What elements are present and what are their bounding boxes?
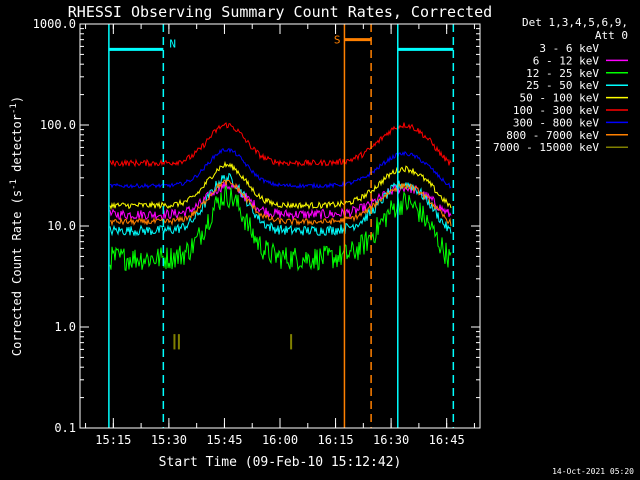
y-tick-label: 1000.0	[33, 17, 76, 31]
timestamp: 14-Oct-2021 05:20	[552, 467, 634, 476]
legend-label: 300 - 800 keV	[513, 116, 599, 129]
y-tick-label: 1.0	[54, 320, 76, 334]
legend-label: 25 - 50 keV	[526, 79, 599, 92]
series-line	[109, 179, 452, 227]
x-axis: 15:15 15:30 15:45 16:00 16:15 16:30 16:45	[85, 24, 475, 447]
legend-title-line1: Det 1,3,4,5,6,9,	[522, 16, 628, 29]
series-line	[109, 122, 452, 168]
legend-label: 12 - 25 keV	[526, 67, 599, 80]
series-line	[109, 172, 452, 237]
y-axis-label: Corrected Count Rate (s-1 detector-1)	[9, 96, 24, 356]
legend-title-line2: Att 0	[595, 29, 628, 42]
x-tick-label: 15:15	[95, 433, 131, 447]
legend-label: 7000 - 15000 keV	[493, 141, 599, 154]
night-label: N	[169, 37, 176, 50]
y-tick-label: 100.0	[40, 118, 76, 132]
series-line	[109, 181, 452, 222]
y-tick-label: 10.0	[47, 219, 76, 233]
saa-label: S	[334, 34, 341, 47]
chart-title: RHESSI Observing Summary Count Rates, Co…	[68, 3, 492, 21]
x-axis-label: Start Time (09-Feb-10 15:12:42)	[159, 455, 402, 470]
legend-label: 100 - 300 keV	[513, 104, 599, 117]
legend-label: 3 - 6 keV	[539, 42, 599, 55]
series-line	[109, 185, 452, 272]
legend-label: 50 - 100 keV	[520, 92, 600, 105]
legend-label: 800 - 7000 keV	[506, 129, 599, 142]
x-tick-label: 15:30	[151, 433, 187, 447]
series-line	[109, 160, 452, 211]
y-tick-label: 0.1	[54, 421, 76, 435]
x-tick-label: 16:15	[317, 433, 353, 447]
x-tick-label: 16:30	[373, 433, 409, 447]
x-tick-label: 16:00	[262, 433, 298, 447]
series-line	[109, 147, 452, 190]
legend-label: 6 - 12 keV	[533, 54, 600, 67]
y-axis: 0.1 1.0 10.0 100.0 1000.0	[33, 17, 480, 435]
x-tick-label: 15:45	[206, 433, 242, 447]
x-tick-label: 16:45	[429, 433, 465, 447]
